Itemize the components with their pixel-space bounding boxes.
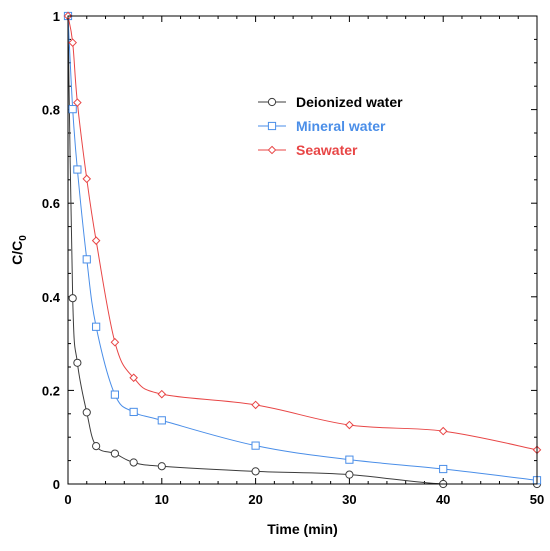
x-tick-label: 30 bbox=[342, 492, 356, 507]
plot-frame bbox=[67, 15, 538, 485]
data-point-square bbox=[439, 464, 448, 474]
data-point-diamond bbox=[82, 174, 92, 184]
data-point-square bbox=[251, 441, 260, 450]
y-tick-label: 0.8 bbox=[42, 103, 60, 118]
legend-label: Deionized water bbox=[296, 94, 403, 110]
data-point-diamond bbox=[157, 389, 167, 399]
data-point-circle bbox=[251, 467, 260, 476]
y-axis-title-main: C/C bbox=[9, 241, 25, 265]
data-point-circle bbox=[82, 408, 91, 417]
data-point-square bbox=[73, 165, 82, 174]
data-point-square bbox=[110, 390, 120, 399]
legend-label: Mineral water bbox=[296, 118, 386, 134]
data-point-square bbox=[157, 416, 166, 425]
legend-item: Seawater bbox=[258, 142, 358, 158]
data-point-square bbox=[68, 105, 77, 114]
data-point-diamond bbox=[251, 400, 260, 410]
data-point-diamond bbox=[345, 420, 354, 430]
legend: Deionized water Mineral water Seawater bbox=[258, 94, 403, 158]
x-tick-labels: 0 10 20 30 40 50 bbox=[64, 492, 544, 507]
data-point-diamond bbox=[110, 337, 120, 347]
data-point-circle bbox=[157, 462, 166, 471]
x-tick-label: 10 bbox=[155, 492, 169, 507]
series-markers bbox=[63, 11, 542, 489]
data-point-square bbox=[82, 255, 91, 264]
data-point-circle bbox=[129, 458, 138, 467]
data-point-circle bbox=[267, 97, 277, 107]
y-tick-label: 0.2 bbox=[42, 383, 60, 398]
data-point-circle bbox=[110, 449, 120, 458]
series-lines bbox=[67, 15, 538, 485]
data-point-square bbox=[267, 121, 277, 131]
y-axis-title: C/C0 bbox=[9, 235, 29, 265]
y-tick-label: 0.6 bbox=[42, 196, 60, 211]
x-tick-label: 20 bbox=[248, 492, 262, 507]
legend-label: Seawater bbox=[296, 142, 358, 158]
data-point-circle bbox=[68, 294, 77, 303]
data-point-diamond bbox=[267, 145, 277, 155]
data-point-square bbox=[345, 455, 354, 464]
data-point-diamond bbox=[91, 236, 101, 245]
data-point-diamond bbox=[68, 38, 77, 47]
series-line bbox=[67, 15, 537, 485]
data-point-square bbox=[92, 322, 101, 331]
y-tick-label: 0 bbox=[53, 477, 60, 492]
y-tick-labels: 0 0.2 0.4 0.6 0.8 1 bbox=[42, 9, 61, 492]
data-point-diamond bbox=[73, 98, 82, 107]
data-point-diamond bbox=[438, 426, 448, 436]
y-tick-label: 0.4 bbox=[42, 290, 61, 305]
x-tick-label: 0 bbox=[64, 492, 71, 507]
data-point-diamond bbox=[129, 373, 138, 383]
series-line bbox=[67, 15, 538, 481]
data-point-square bbox=[129, 407, 138, 417]
y-axis-title-subscript: 0 bbox=[18, 235, 29, 241]
data-point-circle bbox=[73, 358, 82, 367]
series-line bbox=[67, 15, 538, 451]
data-point-circle bbox=[345, 470, 354, 479]
x-tick-label: 40 bbox=[436, 492, 450, 507]
legend-item: Mineral water bbox=[258, 118, 386, 134]
x-tick-label: 50 bbox=[530, 492, 544, 507]
y-tick-label: 1 bbox=[53, 9, 60, 24]
data-point-circle bbox=[92, 441, 101, 451]
x-axis-title: Time (min) bbox=[267, 521, 338, 537]
legend-item: Deionized water bbox=[258, 94, 403, 110]
